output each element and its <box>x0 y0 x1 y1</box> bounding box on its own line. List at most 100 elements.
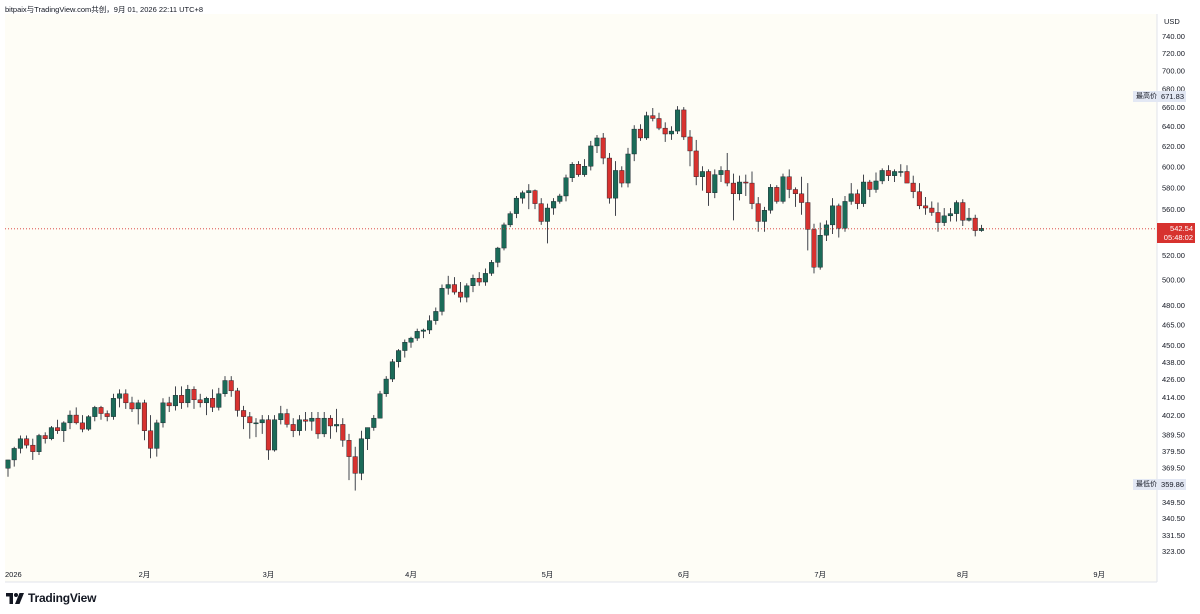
candle <box>61 421 67 442</box>
candle-body <box>98 407 104 414</box>
candle <box>104 410 110 422</box>
candle <box>141 399 147 441</box>
candle <box>11 446 17 467</box>
low-price-value: 359.86 <box>1158 478 1186 490</box>
price-tick-label: 402.00 <box>1162 411 1185 420</box>
candle <box>935 202 941 232</box>
candle <box>476 272 482 286</box>
price-tick-label: 720.00 <box>1162 49 1185 58</box>
candle-body <box>650 115 656 119</box>
candle-body <box>154 422 160 449</box>
candle <box>978 224 984 232</box>
candle <box>352 446 358 491</box>
price-tick-label: 480.00 <box>1162 301 1185 310</box>
candle <box>761 206 767 232</box>
candle-body <box>532 190 538 204</box>
candle-body <box>954 202 960 214</box>
tradingview-logo[interactable]: TradingView <box>6 591 96 605</box>
candle <box>259 415 265 434</box>
candle <box>811 223 817 274</box>
candle <box>67 410 73 430</box>
candle-body <box>241 410 247 417</box>
candle-body <box>507 213 513 226</box>
candle-body <box>11 448 17 461</box>
low-price-label: 最低价 <box>1133 478 1160 490</box>
price-tick-label: 740.00 <box>1162 32 1185 41</box>
candle <box>358 430 364 481</box>
candle-body <box>371 417 377 428</box>
candle <box>166 396 172 412</box>
candle-body <box>563 177 569 197</box>
price-tick-label: 680.00 <box>1162 85 1185 94</box>
candle <box>507 211 513 228</box>
candle <box>234 387 240 417</box>
candle <box>656 112 662 131</box>
candle-body <box>836 205 842 229</box>
candle <box>755 197 761 232</box>
candle-body <box>706 171 712 193</box>
candle <box>792 187 798 207</box>
candle-body <box>402 342 408 351</box>
candle-body <box>55 427 61 431</box>
candle-body <box>346 440 352 457</box>
candle <box>377 390 383 419</box>
candle-body <box>377 393 383 419</box>
candle-body <box>774 187 780 202</box>
candle <box>737 175 743 201</box>
price-tick-label: 369.50 <box>1162 463 1185 472</box>
candle <box>854 189 860 210</box>
candle <box>637 124 643 141</box>
candle-body <box>755 203 761 222</box>
candle <box>699 166 705 191</box>
candle <box>179 386 185 409</box>
last-price-value: 542.54 <box>1170 223 1193 233</box>
candle <box>172 386 178 411</box>
candle-body <box>470 278 476 286</box>
candle-body <box>867 181 873 190</box>
candle <box>557 193 563 204</box>
candle-body <box>544 207 550 222</box>
candle-body <box>383 378 389 395</box>
candle-body <box>427 320 433 331</box>
candle-body <box>433 311 439 321</box>
candle-body <box>675 109 681 132</box>
candle-body <box>365 427 371 439</box>
candle-body <box>476 278 482 283</box>
candle-body <box>272 419 278 451</box>
price-tick-label: 465.00 <box>1162 321 1185 330</box>
candle-body <box>303 419 309 422</box>
candle-body <box>594 137 600 147</box>
candle-body <box>625 153 631 184</box>
candle <box>904 165 910 184</box>
price-tick-label: 660.00 <box>1162 103 1185 112</box>
candle-body <box>861 181 867 204</box>
candle <box>228 376 234 397</box>
candle <box>972 214 978 237</box>
candle <box>210 389 216 412</box>
candle-body <box>278 413 284 420</box>
candle-body <box>972 217 978 231</box>
time-tick-label: 8月 <box>957 570 969 579</box>
candle-body <box>191 389 197 401</box>
candle-body <box>464 285 470 298</box>
candle <box>774 185 780 204</box>
candle-body <box>854 193 860 204</box>
chart-plot-area[interactable] <box>5 14 1157 582</box>
candle-body <box>606 157 612 199</box>
high-price-value: 671.83 <box>1158 91 1186 103</box>
bar-countdown: 05:48:02 <box>1163 232 1193 242</box>
candle-body <box>681 109 687 138</box>
candle <box>309 411 315 431</box>
candle <box>588 140 594 171</box>
candle <box>526 184 532 210</box>
candle-body <box>768 187 774 211</box>
candle <box>303 411 309 431</box>
candle-body <box>916 191 922 207</box>
candle <box>129 396 135 412</box>
candle <box>730 173 736 221</box>
candle <box>445 275 451 295</box>
time-tick-label: 3月 <box>263 570 275 579</box>
candle <box>420 328 426 339</box>
